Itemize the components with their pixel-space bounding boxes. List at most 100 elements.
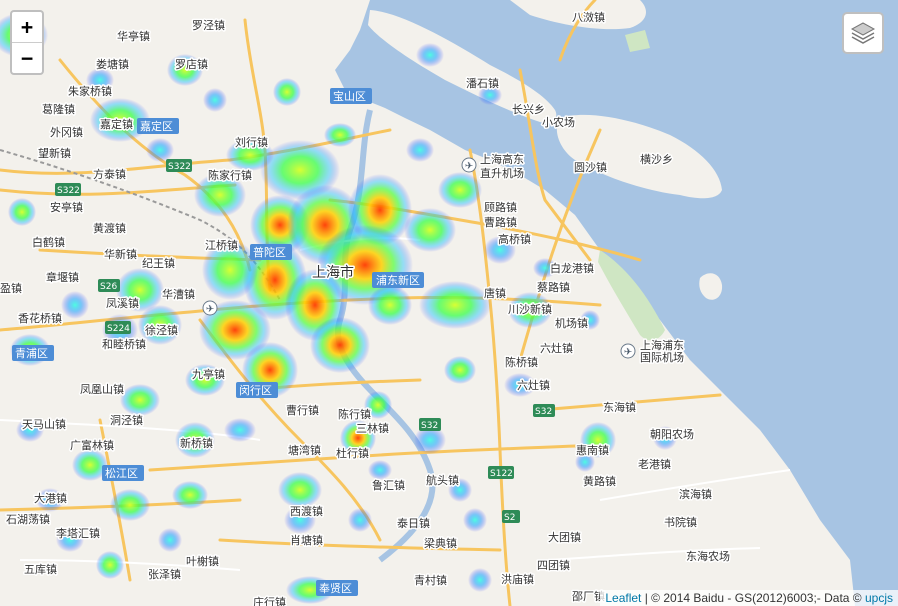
place-label: 惠南镇 (576, 443, 609, 457)
attribution: Leaflet | © 2014 Baidu - GS(2012)6003;- … (600, 590, 898, 606)
place-shield: S32 (421, 421, 438, 431)
place-label: 外冈镇 (50, 125, 83, 139)
leaflet-link[interactable]: Leaflet (605, 591, 642, 605)
place-label: 刘行镇 (235, 135, 268, 149)
place-label: 直升机场 (480, 166, 524, 180)
place-label: 嘉定镇 (100, 117, 133, 131)
place-label: 西渡镇 (290, 504, 323, 518)
airport-icon: ✈ (461, 157, 477, 173)
place-label: 洞泾镇 (110, 413, 143, 427)
place-label: 徐泾镇 (145, 323, 178, 337)
place-label: 罗泾镇 (192, 18, 225, 32)
heatmap-layer (0, 13, 677, 604)
place-label: 大港镇 (34, 491, 67, 505)
zoom-in-button[interactable]: + (12, 12, 42, 43)
place-label: 蔡路镇 (537, 280, 570, 294)
place-label: 曹行镇 (286, 403, 319, 417)
place-shield: S322 (168, 162, 191, 172)
place-shield: S2 (504, 513, 515, 523)
place-label: 滨海镇 (679, 487, 712, 501)
place-label: 章堰镇 (46, 270, 79, 284)
place-label: 四团镇 (537, 558, 570, 572)
changxing-island (368, 10, 557, 123)
place-label: 老港镇 (638, 457, 671, 471)
place-label: 大团镇 (548, 530, 581, 544)
place-label: 江桥镇 (205, 238, 238, 252)
place-label: 青村镇 (414, 573, 447, 587)
place-label: 书院镇 (664, 515, 697, 529)
district-badges (12, 88, 424, 596)
highway-shields (55, 159, 555, 523)
place-label: 凤凰山镇 (80, 382, 124, 396)
place-label: 香花桥镇 (18, 311, 62, 325)
layers-icon (850, 22, 876, 44)
small-island (699, 273, 723, 300)
place-label: 黄路镇 (583, 474, 616, 488)
zoom-control: + − (10, 10, 44, 75)
place-label: 八滧镇 (572, 10, 605, 24)
place-label: 东海农场 (686, 549, 730, 563)
place-label: 上海浦东 (640, 338, 684, 352)
place-label: 普陀区 (253, 245, 286, 259)
place-label: 上海市 (312, 264, 354, 281)
place-label: 华新镇 (104, 247, 137, 261)
attribution-text: | © 2014 Baidu - GS(2012)6003;- Data © (641, 591, 865, 605)
place-label: 新桥镇 (180, 436, 213, 450)
place-label: 五库镇 (24, 562, 57, 576)
place-label: 梁典镇 (424, 536, 457, 550)
place-label: 高桥镇 (498, 232, 531, 246)
zoom-out-button[interactable]: − (20, 46, 34, 70)
place-label: 白鹤镇 (32, 235, 65, 249)
chongming-edge (510, 0, 646, 30)
wetland-2 (625, 30, 650, 52)
place-label: 东海镇 (603, 400, 636, 414)
place-label: 叶榭镇 (186, 554, 219, 568)
place-shield: S122 (490, 469, 513, 479)
place-label: 纪王镇 (142, 256, 175, 270)
place-label: 娄塘镇 (96, 57, 129, 71)
place-label: 凤溪镇 (106, 296, 139, 310)
place-label: 潘石镇 (466, 76, 499, 90)
place-shield: S32 (535, 407, 552, 417)
water-area (335, 0, 898, 606)
svg-text:✈: ✈ (206, 304, 214, 315)
place-label: 国际机场 (640, 350, 684, 364)
place-label: 邵厂镇 (572, 589, 605, 603)
place-label: 六灶镇 (517, 378, 550, 392)
place-label: 六灶镇 (540, 341, 573, 355)
place-shield: S26 (100, 282, 117, 292)
place-label: 望新镇 (38, 146, 71, 160)
place-label: 黄渡镇 (93, 221, 126, 235)
place-label: 圆沙镇 (574, 160, 607, 174)
upcjs-link[interactable]: upcjs (864, 591, 893, 605)
place-label: 陈家行镇 (208, 168, 252, 182)
place-label: 青浦区 (15, 347, 48, 360)
place-label: 机场镇 (555, 316, 588, 330)
place-label: 浦东新区 (376, 273, 420, 287)
place-label: 李塔汇镇 (56, 526, 100, 540)
place-label: 洪庙镇 (501, 572, 534, 586)
place-label: 陈行镇 (338, 407, 371, 421)
place-label: 杜行镇 (336, 446, 369, 460)
place-label: 肖塘镇 (290, 533, 323, 547)
place-shield: S224 (107, 324, 130, 334)
place-label: 石湖荡镇 (6, 512, 50, 526)
place-label: 闵行区 (239, 383, 272, 397)
place-label: 朝阳农场 (650, 427, 694, 441)
place-label: 长兴乡 (512, 103, 545, 116)
railway (0, 149, 281, 301)
place-label: 庄行镇 (253, 595, 286, 606)
place-label: 航头镇 (426, 473, 459, 487)
svg-text:✈: ✈ (624, 347, 632, 358)
layers-button[interactable] (842, 12, 884, 54)
place-label: 九亭镇 (192, 367, 225, 381)
place-label: 张泽镇 (148, 567, 181, 581)
place-label: 陈桥镇 (505, 355, 538, 369)
place-label: 安亭镇 (50, 200, 83, 214)
place-label: 泰日镇 (397, 516, 430, 530)
place-label: 和睦桥镇 (102, 337, 146, 351)
place-label: 小农场 (542, 115, 575, 129)
place-label: 盈镇 (0, 281, 22, 295)
